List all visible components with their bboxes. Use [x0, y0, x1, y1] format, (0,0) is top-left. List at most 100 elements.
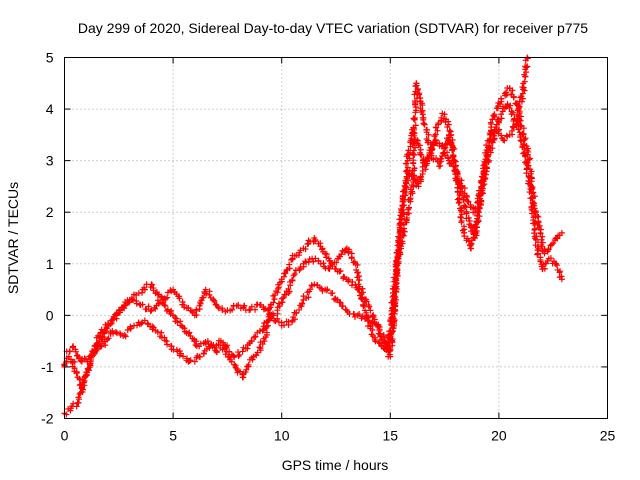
trace-point	[455, 200, 462, 207]
trace-point	[83, 356, 90, 363]
trace-point	[176, 295, 183, 302]
x-tick-label: 15	[383, 428, 399, 444]
trace-point	[432, 131, 439, 138]
trace-point	[245, 361, 252, 368]
trace-point	[296, 267, 303, 274]
trace-point	[266, 305, 273, 312]
trace-point	[524, 151, 531, 158]
trace-point	[534, 251, 541, 258]
trace-point	[274, 315, 281, 322]
trace-point	[521, 78, 528, 85]
trace-point	[516, 116, 523, 123]
trace-point	[531, 230, 538, 237]
trace-point	[312, 255, 319, 262]
trace-point	[85, 367, 92, 374]
trace-point	[271, 292, 278, 299]
trace-point	[425, 131, 432, 138]
trace-point	[138, 320, 145, 327]
trace-point	[310, 258, 317, 265]
trace-point	[411, 114, 418, 121]
trace-point	[495, 99, 502, 106]
data-point	[326, 265, 333, 272]
trace-point	[329, 290, 336, 297]
trace-point	[424, 160, 431, 167]
trace-point	[112, 329, 119, 336]
data-point	[148, 307, 155, 314]
trace-point	[410, 176, 417, 183]
trace-point	[158, 293, 165, 300]
trace-point	[320, 260, 327, 267]
trace-point	[200, 350, 207, 357]
trace-point	[506, 105, 513, 112]
data-point	[246, 307, 253, 314]
trace-point	[233, 365, 240, 372]
trace-point	[529, 185, 536, 192]
trace-point	[531, 205, 538, 212]
trace-point	[73, 403, 80, 410]
trace-point	[393, 277, 400, 284]
trace-point	[229, 306, 236, 313]
trace-point	[534, 221, 541, 228]
x-tick-labels: 0 5 10 15 20 25	[61, 428, 616, 444]
trace-point	[422, 166, 429, 173]
data-point	[311, 281, 318, 288]
trace-point	[435, 120, 442, 127]
trace-point	[363, 298, 370, 305]
trace-point	[483, 142, 490, 149]
y-tick-label: 0	[46, 307, 54, 323]
trace-point	[428, 146, 435, 153]
trace-point	[535, 218, 542, 225]
trace-point	[130, 297, 137, 304]
series-track-b	[61, 54, 531, 418]
trace-point	[164, 294, 171, 301]
trace-point	[242, 369, 249, 376]
data-point	[291, 271, 298, 278]
trace-point	[509, 87, 516, 94]
trace-point	[299, 300, 306, 307]
trace-point	[442, 119, 449, 126]
trace-point	[214, 303, 221, 310]
trace-point	[539, 233, 546, 240]
trace-point	[385, 332, 392, 339]
trace-point	[162, 302, 169, 309]
trace-point	[400, 228, 407, 235]
trace-point	[351, 311, 358, 318]
trace-point	[279, 299, 286, 306]
trace-point	[410, 157, 417, 164]
trace-point	[364, 314, 371, 321]
trace-point	[434, 127, 441, 134]
trace-point	[480, 182, 487, 189]
trace-point	[180, 353, 187, 360]
trace-point	[286, 261, 293, 268]
trace-point	[526, 156, 533, 163]
trace-point	[275, 300, 282, 307]
trace-point	[475, 217, 482, 224]
trace-point	[369, 312, 376, 319]
trace-point	[407, 186, 414, 193]
trace-point	[388, 299, 395, 306]
trace-point	[120, 304, 127, 311]
plot-frame	[64, 57, 608, 419]
trace-point	[461, 204, 468, 211]
trace-point	[164, 341, 171, 348]
trace-point	[530, 220, 537, 227]
trace-point	[193, 307, 200, 314]
trace-point	[133, 300, 140, 307]
trace-point	[84, 365, 91, 372]
trace-point	[416, 142, 423, 149]
trace-point	[445, 121, 452, 128]
trace-point	[149, 281, 156, 288]
trace-point	[462, 203, 469, 210]
trace-point	[430, 156, 437, 163]
trace-point	[203, 290, 210, 297]
trace-point	[109, 316, 116, 323]
x-axis-label: GPS time / hours	[282, 457, 389, 473]
trace-point	[191, 358, 198, 365]
trace-point	[127, 325, 134, 332]
trace-point	[296, 306, 303, 313]
trace-point	[293, 309, 300, 316]
data-point	[465, 198, 472, 205]
grid	[64, 57, 608, 419]
trace-point	[399, 238, 406, 245]
